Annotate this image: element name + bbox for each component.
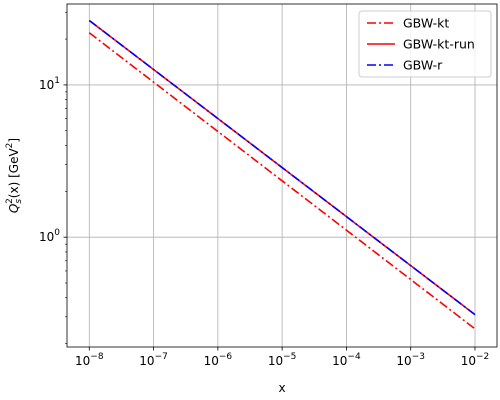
x-tick-label: 10−7 bbox=[139, 352, 168, 368]
y-label-main: Q bbox=[7, 204, 21, 213]
y-label-unit-sup: 2 bbox=[5, 143, 15, 149]
y-tick-label: 100 bbox=[39, 228, 60, 244]
x-tick-label: 10−4 bbox=[332, 352, 361, 368]
x-tick-label: 10−5 bbox=[268, 352, 297, 368]
legend: GBW-kt GBW-kt-run GBW-r bbox=[358, 10, 492, 78]
x-tick-base: 10 bbox=[204, 354, 219, 368]
y-label-sup: 2 bbox=[5, 198, 15, 204]
x-tick-exp: −4 bbox=[347, 352, 361, 362]
x-tick-base: 10 bbox=[268, 354, 283, 368]
x-tick-base: 10 bbox=[396, 354, 411, 368]
x-tick-base: 10 bbox=[139, 354, 154, 368]
x-tick-base: 10 bbox=[332, 354, 347, 368]
y-label-mid: (x) [GeV bbox=[7, 148, 21, 199]
x-tick-exp: −7 bbox=[155, 352, 168, 362]
x-tick-label: 10−6 bbox=[204, 352, 233, 368]
x-tick-base: 10 bbox=[75, 354, 90, 368]
x-tick-exp: −3 bbox=[412, 352, 425, 362]
x-tick-label: 10−3 bbox=[396, 352, 425, 368]
y-tick-label: 101 bbox=[39, 76, 60, 92]
y-tick-base: 10 bbox=[39, 78, 54, 92]
series-line-gbw-r bbox=[88, 19, 476, 316]
x-tick-label: 10−2 bbox=[461, 352, 490, 368]
legend-label: GBW-r bbox=[403, 58, 443, 73]
x-tick-exp: −8 bbox=[90, 352, 104, 362]
x-tick-exp: −2 bbox=[476, 352, 489, 362]
series-layer bbox=[88, 19, 476, 330]
y-tick-base: 10 bbox=[39, 230, 54, 244]
legend-frame bbox=[358, 10, 492, 78]
legend-label: GBW-kt-run bbox=[403, 37, 475, 52]
series-line-gbw-kt bbox=[88, 32, 476, 330]
x-tick-label: 10−8 bbox=[75, 352, 104, 368]
x-tick-exp: −6 bbox=[219, 352, 233, 362]
y-label-sub: s bbox=[14, 199, 24, 204]
y-label-end: ] bbox=[7, 138, 21, 143]
y-tick-exp: 0 bbox=[54, 228, 60, 238]
x-ticks: 10−8 10−7 10−6 10−5 10−4 10−3 10−2 bbox=[75, 347, 489, 368]
y-tick-exp: 1 bbox=[54, 76, 60, 86]
x-axis-label: x bbox=[278, 381, 285, 395]
x-tick-base: 10 bbox=[461, 354, 476, 368]
legend-label: GBW-kt bbox=[403, 16, 449, 31]
y-axis-label: Qs2(x) [GeV2] bbox=[5, 138, 24, 213]
x-tick-exp: −5 bbox=[283, 352, 296, 362]
